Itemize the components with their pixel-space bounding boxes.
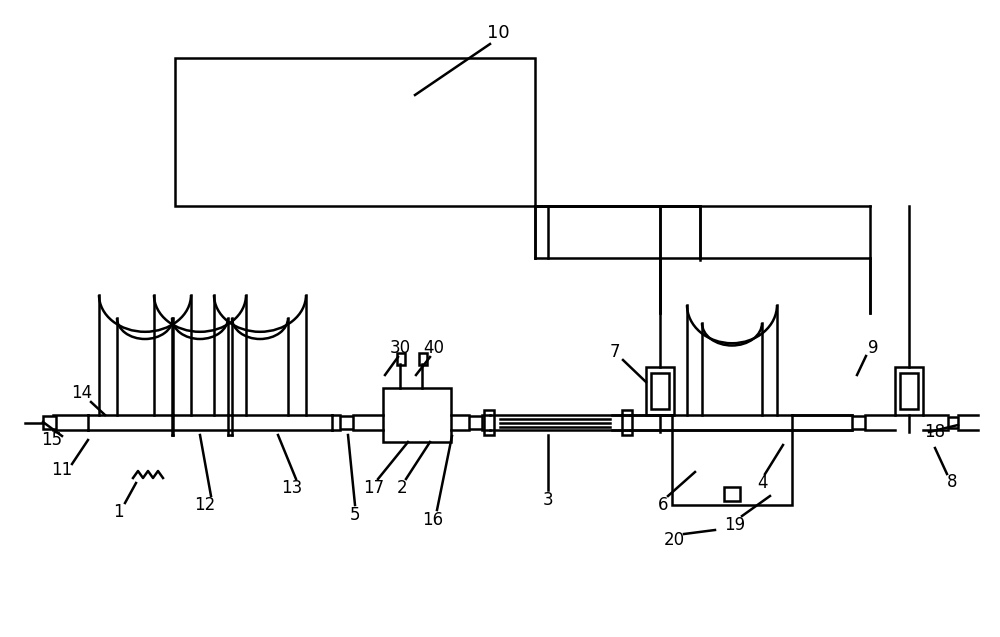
Text: 6: 6 — [658, 496, 668, 514]
Bar — [397, 353, 405, 365]
Text: 16: 16 — [422, 511, 444, 529]
Bar — [43, 416, 56, 429]
Bar — [383, 388, 451, 442]
Text: 9: 9 — [868, 339, 878, 357]
Bar — [340, 416, 353, 429]
Text: 8: 8 — [947, 473, 957, 491]
Text: 40: 40 — [424, 339, 444, 357]
Bar — [419, 353, 427, 365]
Bar — [948, 417, 958, 428]
Text: 10: 10 — [487, 24, 509, 42]
Bar — [895, 367, 923, 415]
Text: 17: 17 — [363, 479, 385, 497]
Text: 20: 20 — [663, 531, 685, 549]
Text: 4: 4 — [757, 474, 767, 492]
Text: 18: 18 — [924, 423, 946, 441]
Text: 5: 5 — [350, 506, 360, 524]
Bar — [175, 58, 535, 206]
Text: 1: 1 — [113, 503, 123, 521]
Text: 11: 11 — [51, 461, 73, 479]
Text: 30: 30 — [389, 339, 411, 357]
Bar — [900, 373, 918, 409]
Text: 12: 12 — [194, 496, 216, 514]
Text: 15: 15 — [41, 431, 63, 449]
Bar — [469, 416, 482, 429]
Bar — [852, 416, 865, 429]
Text: 7: 7 — [610, 343, 620, 361]
Text: 14: 14 — [71, 384, 93, 402]
Text: 19: 19 — [724, 516, 746, 534]
Bar — [622, 410, 632, 435]
Bar — [646, 367, 674, 415]
Text: 13: 13 — [281, 479, 303, 497]
Bar — [651, 373, 669, 409]
Text: 3: 3 — [543, 491, 553, 509]
Text: 2: 2 — [397, 479, 407, 497]
Bar — [672, 430, 792, 505]
Bar — [484, 410, 494, 435]
Bar — [724, 487, 740, 501]
